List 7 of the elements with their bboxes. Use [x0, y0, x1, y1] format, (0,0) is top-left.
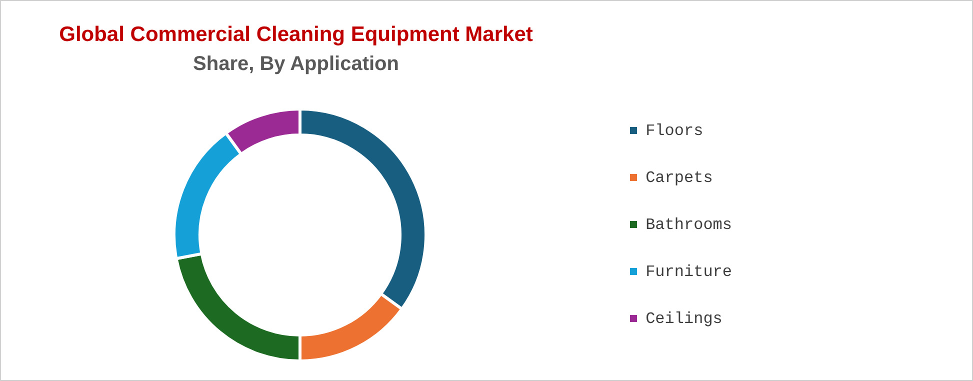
- chart-subtitle: Share, By Application: [192, 53, 400, 76]
- legend-label: Carpets: [646, 168, 713, 186]
- legend-label: Ceilings: [646, 310, 722, 328]
- legend-label: Floors: [646, 122, 704, 140]
- legend-label: Furniture: [646, 262, 732, 280]
- chart-title: Global Commercial Cleaning Equipment Market: [58, 23, 534, 47]
- legend-label: Bathrooms: [646, 216, 732, 234]
